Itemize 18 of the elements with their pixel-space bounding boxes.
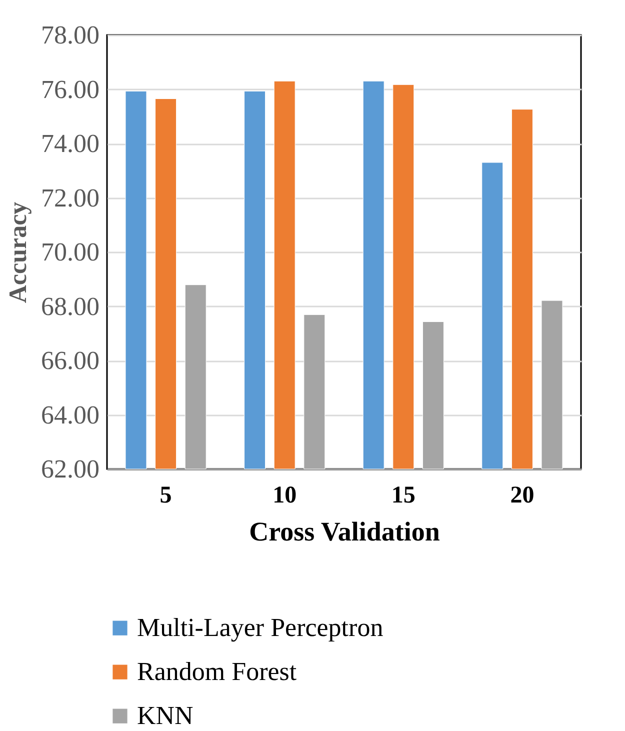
legend-label: Multi-Layer Perceptron: [137, 613, 384, 642]
legend-label: KNN: [137, 701, 194, 730]
y-tick-label: 66.00: [41, 346, 100, 375]
x-tick-label: 20: [510, 482, 534, 508]
x-tick-label: 10: [272, 482, 297, 508]
x-axis-title: Cross Validation: [249, 516, 440, 546]
y-tick-label: 74.00: [41, 129, 100, 158]
y-tick-label: 68.00: [41, 292, 100, 321]
y-tick-label: 76.00: [41, 74, 100, 104]
x-tick-label: 15: [391, 482, 416, 508]
y-tick-label: 70.00: [41, 238, 100, 266]
y-axis-title: Accuracy: [5, 201, 32, 304]
legend-label: Random Forest: [137, 657, 298, 686]
y-tick-label: 78.00: [41, 20, 100, 50]
x-tick-label: 5: [160, 482, 172, 508]
y-tick-label: 62.00: [41, 454, 100, 484]
y-tick-label: 72.00: [41, 183, 100, 212]
y-tick-label: 64.00: [41, 400, 100, 430]
